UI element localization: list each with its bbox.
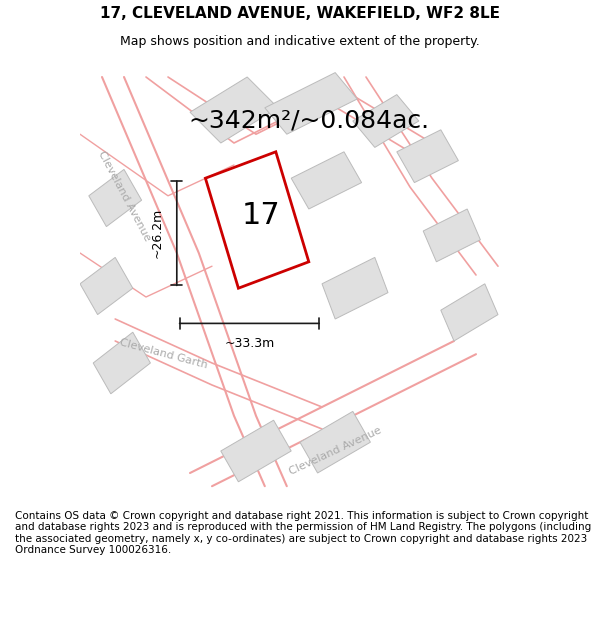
Polygon shape bbox=[221, 420, 291, 482]
Polygon shape bbox=[353, 94, 419, 148]
Text: ~342m²/~0.084ac.: ~342m²/~0.084ac. bbox=[188, 109, 430, 133]
Polygon shape bbox=[322, 258, 388, 319]
Text: 17: 17 bbox=[242, 201, 281, 230]
Polygon shape bbox=[291, 152, 362, 209]
Text: 17, CLEVELAND AVENUE, WAKEFIELD, WF2 8LE: 17, CLEVELAND AVENUE, WAKEFIELD, WF2 8LE bbox=[100, 6, 500, 21]
Text: ~33.3m: ~33.3m bbox=[224, 337, 275, 350]
Polygon shape bbox=[89, 169, 142, 227]
Text: ~26.2m: ~26.2m bbox=[151, 208, 163, 258]
Polygon shape bbox=[190, 77, 278, 143]
Polygon shape bbox=[397, 130, 458, 182]
Text: Map shows position and indicative extent of the property.: Map shows position and indicative extent… bbox=[120, 35, 480, 48]
Polygon shape bbox=[300, 411, 370, 473]
Text: Cleveland Avenue: Cleveland Avenue bbox=[287, 425, 383, 477]
Polygon shape bbox=[80, 258, 133, 314]
Polygon shape bbox=[265, 72, 357, 134]
Text: Cleveland Garth: Cleveland Garth bbox=[119, 338, 209, 371]
Polygon shape bbox=[93, 332, 151, 394]
Text: Contains OS data © Crown copyright and database right 2021. This information is : Contains OS data © Crown copyright and d… bbox=[15, 511, 591, 556]
Polygon shape bbox=[441, 284, 498, 341]
Polygon shape bbox=[423, 209, 481, 262]
Polygon shape bbox=[205, 152, 309, 288]
Text: Cleveland Avenue: Cleveland Avenue bbox=[96, 149, 152, 242]
